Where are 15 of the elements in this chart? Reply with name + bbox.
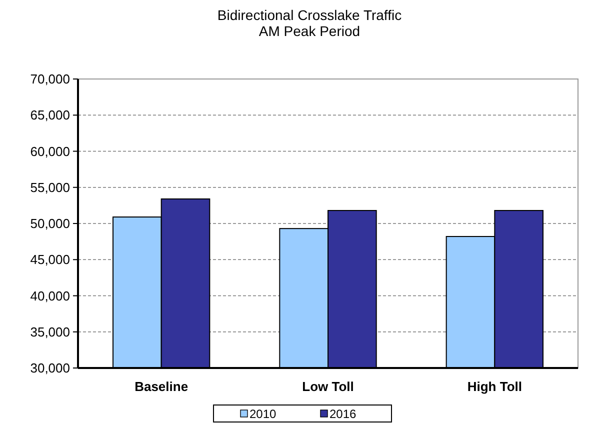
y-tick-label: 65,000 [30,108,70,123]
y-tick-label: 55,000 [30,180,70,195]
y-tick-label: 35,000 [30,324,70,340]
legend-label: 2016 [330,407,357,421]
y-tick-label: 70,000 [30,72,70,87]
y-tick-label: 30,000 [30,360,70,376]
x-tick-label: Low Toll [302,379,354,394]
y-tick-label: 50,000 [30,216,70,232]
legend-label: 2010 [250,407,277,421]
chart-title: Bidirectional Crosslake Traffic AM Peak Period [217,7,402,39]
y-tick-label: 40,000 [30,288,70,304]
x-tick-label: High Toll [467,379,522,394]
x-tick-label: Baseline [134,379,188,394]
y-tick-label: 45,000 [30,252,70,268]
y-tick-label: 60,000 [30,144,70,159]
